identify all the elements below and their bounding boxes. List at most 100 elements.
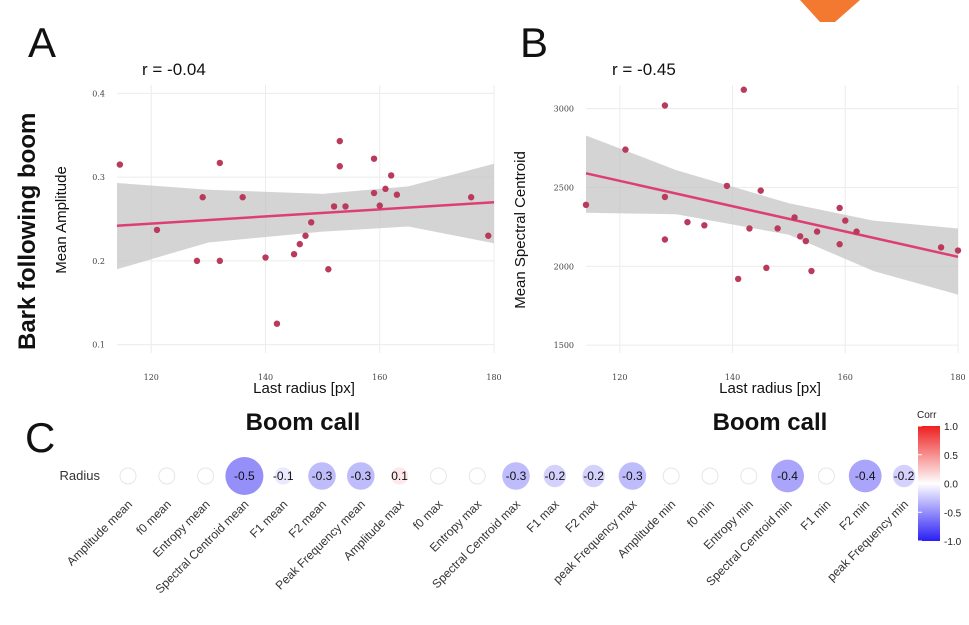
data-point — [746, 225, 753, 232]
data-point — [763, 264, 770, 272]
panel-letter-c: C — [25, 414, 55, 461]
panel-b-y-label: Mean Spectral Centroid — [512, 151, 529, 309]
corr-cell — [158, 467, 176, 485]
panel-c-title-right: Boom call — [713, 409, 828, 436]
data-point — [791, 214, 798, 221]
data-point — [661, 236, 669, 243]
data-point — [802, 237, 810, 245]
panel-a-fit-line — [116, 201, 495, 227]
x-tick-label: 180 — [486, 373, 501, 382]
panel-b-fit-line — [585, 172, 959, 259]
data-point — [342, 203, 349, 210]
data-point — [684, 218, 691, 226]
data-point — [153, 226, 161, 234]
corr-legend-colorbar — [918, 426, 940, 541]
data-point — [216, 159, 224, 167]
panel-letter-b: B — [520, 19, 548, 66]
data-point — [325, 266, 332, 273]
x-tick-label: 180 — [950, 373, 965, 382]
data-point — [937, 244, 945, 251]
corr-cell — [468, 467, 486, 485]
panel-b-x-label: Last radius [px] — [719, 380, 821, 397]
corr-cell — [543, 464, 566, 488]
panel-b-x-ticks: 120 140 160 180 — [612, 373, 965, 382]
x-tick-label: 140 — [258, 373, 273, 382]
data-point — [116, 161, 124, 168]
side-title: Bark following boom — [14, 113, 41, 350]
panel-a-confidence-band — [117, 163, 494, 270]
data-point — [661, 193, 669, 201]
data-point — [836, 241, 843, 248]
corr-cell — [347, 462, 375, 490]
x-tick-label: 120 — [144, 373, 159, 382]
corr-cell — [817, 467, 835, 485]
data-point — [239, 194, 246, 201]
corr-value-label: -0.3 — [506, 469, 527, 483]
corr-value-label: -0.2 — [583, 469, 604, 483]
data-point — [199, 194, 206, 201]
category-label: f0 min — [684, 497, 717, 530]
data-point — [723, 182, 731, 190]
data-point — [387, 172, 395, 179]
panel-c-row-label: Radius — [60, 468, 101, 483]
panel-a-scatter: 120 140 160 180 0.1 0.2 0.3 0.4 r = -0.04 Last… — [53, 60, 502, 397]
category-label: f0 max — [410, 497, 445, 532]
panel-a-x-ticks: 120 140 160 180 — [144, 373, 502, 382]
panel-c-correlation-row: Boom call Boom call Radius -0.5 -0.1 -0.3-… — [60, 409, 916, 596]
corr-value-label: -0.4 — [777, 469, 798, 483]
y-tick-label: 2500 — [554, 183, 574, 192]
data-point — [757, 187, 764, 194]
panel-a-x-label: Last radius [px] — [253, 380, 355, 397]
category-label: F2 max — [563, 497, 601, 535]
data-point — [485, 232, 492, 239]
legend-tick-label: -0.5 — [944, 508, 962, 519]
corr-cell — [582, 464, 605, 488]
data-point — [336, 137, 343, 145]
data-point — [701, 222, 708, 229]
data-point — [582, 201, 590, 209]
y-tick-label: 0.2 — [92, 257, 105, 266]
panel-b-points — [582, 86, 962, 283]
corr-cell — [225, 457, 264, 495]
x-tick-label: 140 — [725, 373, 740, 382]
y-tick-label: 0.3 — [92, 173, 105, 182]
category-label: Amplitude mean — [64, 497, 135, 568]
legend-tick-label: -1.0 — [944, 537, 962, 548]
data-point — [734, 275, 742, 283]
data-point — [193, 257, 201, 265]
data-point — [330, 203, 338, 210]
corr-value-label: 0.1 — [391, 469, 408, 483]
data-point — [774, 225, 781, 232]
data-point — [661, 102, 669, 109]
data-point — [622, 146, 629, 153]
corr-cell — [502, 462, 530, 490]
corr-cell — [848, 459, 882, 493]
data-point — [308, 219, 315, 226]
corr-legend-ticks: 1.0 0.5 0.0 -0.5 -1.0 — [918, 422, 962, 548]
corr-value-label: -0.3 — [350, 469, 371, 483]
data-point — [290, 250, 298, 258]
x-tick-label: 120 — [612, 373, 627, 382]
panel-letter-a: A — [28, 19, 56, 66]
corr-cell — [892, 464, 916, 488]
panel-b-y-ticks: 1500 2000 2500 3000 — [554, 105, 574, 350]
corr-cell — [618, 462, 647, 490]
corr-value-label: -0.2 — [894, 469, 915, 483]
corr-legend: Corr 1.0 0.5 0.0 -0.5 -1.0 — [917, 410, 962, 548]
legend-tick-label: 0.5 — [944, 451, 958, 462]
data-point — [813, 228, 821, 235]
panel-a-title: r = -0.04 — [142, 60, 206, 79]
corr-cell — [391, 467, 409, 485]
corr-cell — [740, 467, 758, 485]
corr-value-label: -0.4 — [855, 469, 876, 483]
data-point — [216, 257, 224, 265]
corr-cell — [197, 467, 215, 485]
data-point — [262, 254, 269, 261]
panel-a-grid — [117, 85, 495, 353]
corr-cell — [119, 467, 137, 485]
corr-cell — [771, 459, 804, 493]
data-point — [954, 247, 962, 254]
panel-a-y-label: Mean Amplitude — [53, 166, 70, 274]
category-label: F1 mean — [247, 497, 290, 540]
